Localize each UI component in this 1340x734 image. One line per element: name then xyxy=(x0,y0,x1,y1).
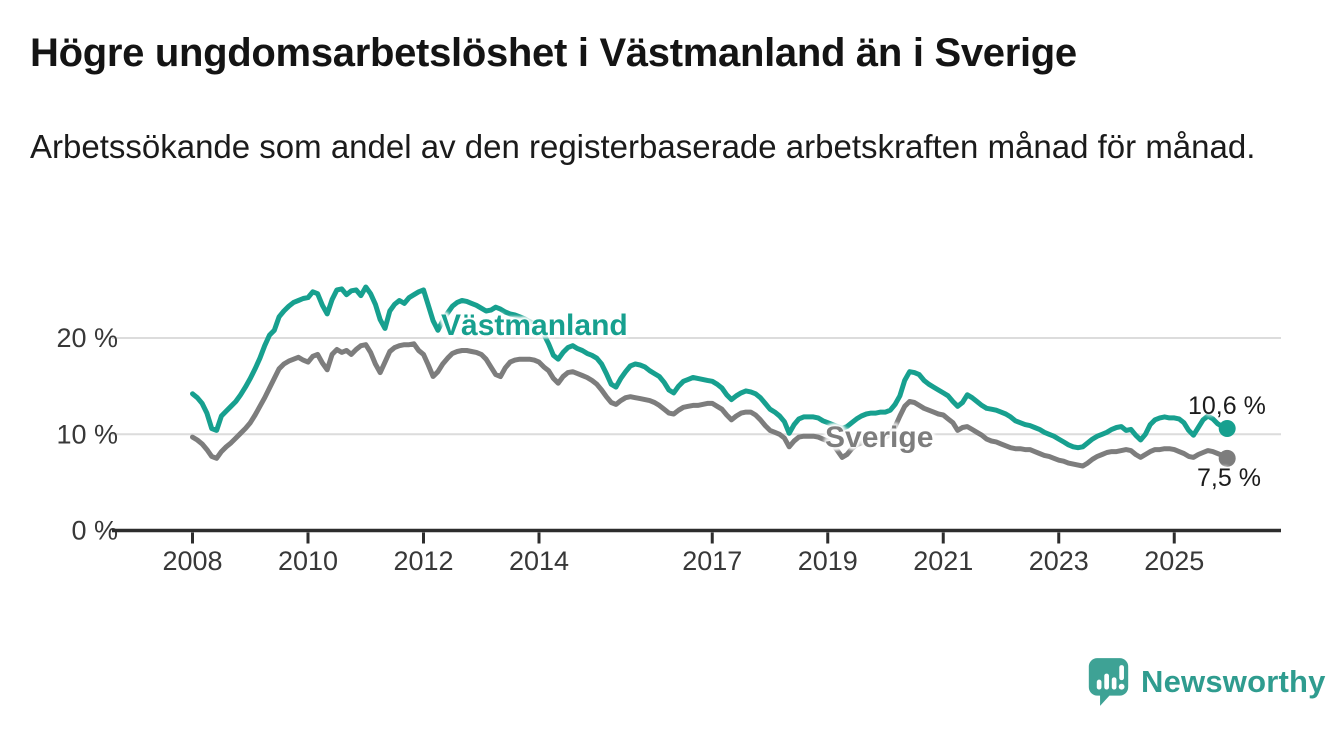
x-axis-label-2014: 2014 xyxy=(509,546,569,576)
y-axis-label-20: 20 % xyxy=(56,323,118,353)
x-axis-label-2021: 2021 xyxy=(913,546,973,576)
y-axis-label-0: 0 % xyxy=(71,516,118,546)
x-axis-label-2025: 2025 xyxy=(1144,546,1204,576)
series-end-dot-västmanland xyxy=(1218,419,1236,437)
x-axis-label-2023: 2023 xyxy=(1029,546,1089,576)
x-axis-label-2008: 2008 xyxy=(162,546,222,576)
x-axis-label-2010: 2010 xyxy=(278,546,338,576)
series-label-sverige: Sverige xyxy=(825,421,934,454)
newsworthy-logo-text: Newsworthy xyxy=(1141,664,1326,699)
x-axis-label-2012: 2012 xyxy=(393,546,453,576)
series-line-västmanland xyxy=(190,284,1230,451)
series-end-dot-sverige xyxy=(1218,449,1236,467)
end-value-label-sverige: 7,5 % xyxy=(1197,464,1261,492)
end-value-label-vastmanland: 10,6 % xyxy=(1188,392,1266,420)
series-label-vastmanland: Västmanland xyxy=(441,309,628,342)
newsworthy-logo: Newsworthy xyxy=(1086,657,1326,707)
y-axis-label-10: 10 % xyxy=(56,419,118,449)
x-axis-label-2019: 2019 xyxy=(798,546,858,576)
chart-title: Högre ungdomsarbetslöshet i Västmanland … xyxy=(30,31,1077,75)
newsworthy-logo-icon xyxy=(1088,658,1129,706)
series-line-sverige xyxy=(190,341,1230,469)
chart-subtitle: Arbetssökande som andel av den registerb… xyxy=(30,128,1256,165)
x-axis-label-2017: 2017 xyxy=(682,546,742,576)
